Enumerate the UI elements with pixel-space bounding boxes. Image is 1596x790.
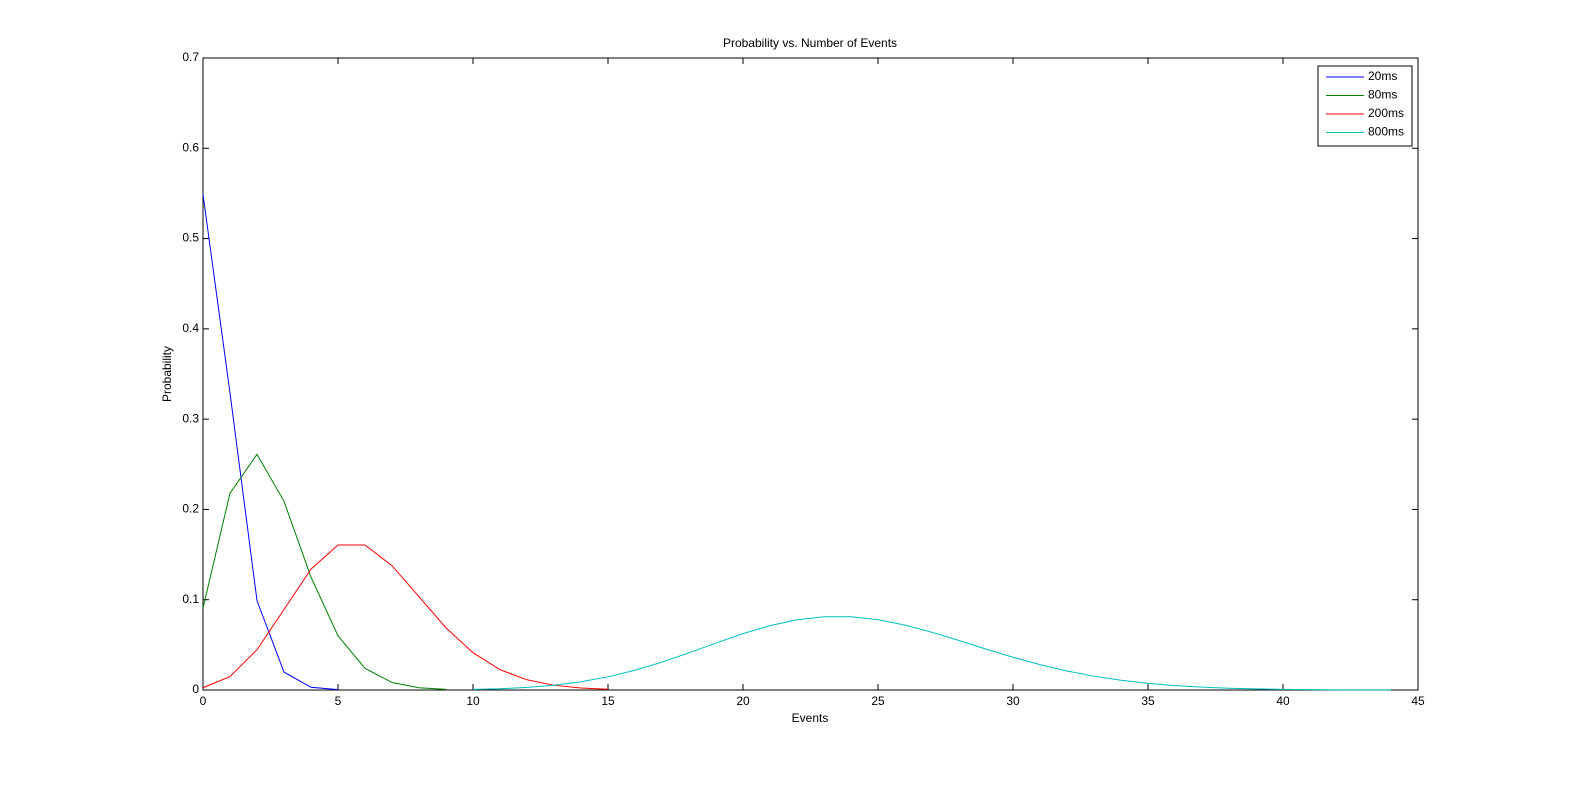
- y-tick-label: 0.1: [182, 592, 199, 606]
- x-tick-label: 30: [1006, 694, 1020, 708]
- plot-frame: [202, 57, 1419, 691]
- x-tick-label: 15: [601, 694, 615, 708]
- y-tick-label: 0.2: [182, 502, 199, 516]
- x-tick-label: 45: [1411, 694, 1425, 708]
- x-tick-label: 25: [871, 694, 885, 708]
- series-line: [202, 194, 339, 691]
- series-line: [472, 616, 1391, 691]
- legend-label: 800ms: [1368, 125, 1404, 139]
- x-tick-label: 35: [1141, 694, 1155, 708]
- legend-label: 200ms: [1368, 106, 1404, 120]
- y-axis-label: Probability: [160, 346, 174, 402]
- y-tick-label: 0.5: [182, 231, 199, 245]
- series-line: [202, 453, 447, 690]
- legend-label: 80ms: [1368, 88, 1397, 102]
- y-tick-label: 0.7: [182, 50, 199, 64]
- x-tick-label: 0: [200, 694, 207, 708]
- y-tick-label: 0.6: [182, 140, 199, 154]
- x-axis-label: Events: [792, 711, 829, 725]
- x-tick-label: 5: [335, 694, 342, 708]
- y-tick-label: 0.3: [182, 411, 199, 425]
- y-tick-label: 0: [192, 682, 199, 696]
- legend-label: 20ms: [1368, 69, 1397, 83]
- series-line: [202, 544, 609, 690]
- x-tick-label: 20: [736, 694, 750, 708]
- chart-title: Probability vs. Number of Events: [723, 36, 897, 50]
- x-tick-label: 40: [1276, 694, 1290, 708]
- y-tick-label: 0.4: [182, 321, 199, 335]
- x-tick-label: 10: [466, 694, 480, 708]
